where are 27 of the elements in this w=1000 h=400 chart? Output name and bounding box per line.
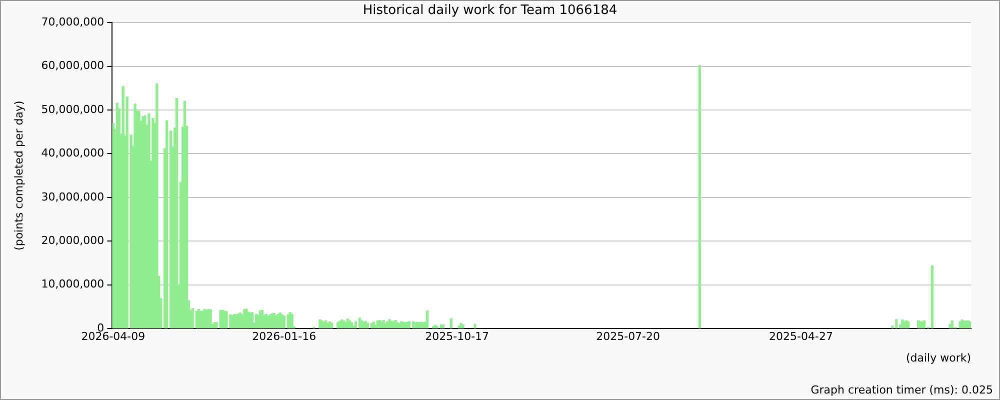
y-tick-label: 50,000,000 bbox=[41, 102, 104, 116]
y-tick-label: 30,000,000 bbox=[41, 190, 104, 204]
x-tick-label: 2026-01-16 bbox=[252, 330, 316, 344]
bar bbox=[175, 98, 178, 328]
bar bbox=[698, 65, 701, 328]
y-axis-title: (points completed per day) bbox=[12, 100, 26, 250]
chart-title: Historical daily work for Team 1066184 bbox=[362, 3, 618, 18]
y-tick-label: 40,000,000 bbox=[41, 146, 104, 160]
bar bbox=[930, 265, 934, 328]
x-axis-title: (daily work) bbox=[906, 351, 971, 364]
bar bbox=[166, 120, 168, 328]
y-tick-label: 70,000,000 bbox=[41, 15, 104, 28]
bar bbox=[950, 320, 954, 328]
y-tick-label: 20,000,000 bbox=[41, 234, 104, 248]
bar bbox=[354, 321, 358, 328]
x-tick-label: 2025-07-20 bbox=[596, 330, 660, 344]
bar bbox=[474, 324, 476, 328]
y-tick-label: 60,000,000 bbox=[41, 59, 104, 72]
bar bbox=[156, 83, 158, 328]
x-tick-label: 2025-04-27 bbox=[769, 330, 833, 344]
y-tick-label: 10,000,000 bbox=[41, 278, 104, 291]
bar bbox=[450, 318, 452, 328]
bar bbox=[426, 310, 429, 328]
bar bbox=[895, 319, 898, 328]
x-tick-label: 2026-04-09 bbox=[81, 330, 146, 344]
x-tick-label: 2025-10-17 bbox=[425, 330, 490, 344]
text: Graph creation timer (ms): 0.025 bbox=[810, 383, 993, 396]
